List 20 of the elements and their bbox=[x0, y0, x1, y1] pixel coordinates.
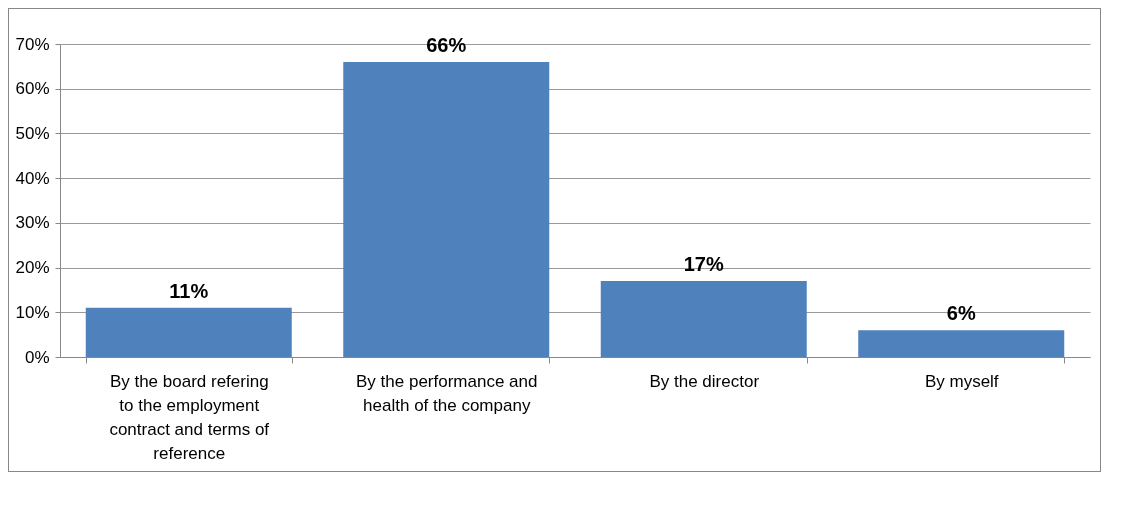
data-label: 66% bbox=[426, 33, 467, 56]
data-label: 6% bbox=[946, 302, 976, 325]
x-tick-label: By myself bbox=[924, 371, 999, 391]
x-tick-label: By the performance and health of the company bbox=[356, 371, 538, 415]
bar bbox=[600, 280, 807, 357]
bar bbox=[858, 330, 1065, 357]
y-tick-label: 30% bbox=[15, 213, 50, 233]
y-tick-label: 10% bbox=[15, 302, 50, 322]
y-tick-label: 50% bbox=[15, 123, 50, 143]
y-tick-label: 40% bbox=[15, 168, 50, 188]
y-tick-label: 20% bbox=[15, 258, 50, 278]
data-label: 11% bbox=[169, 279, 209, 302]
y-tick-label: 70% bbox=[15, 34, 50, 54]
x-tick-label: By the director bbox=[649, 371, 760, 391]
y-tick-label: 60% bbox=[15, 79, 50, 99]
bar bbox=[343, 61, 550, 357]
bar bbox=[85, 307, 292, 357]
x-tick-label: By the board refering to the employment contract and terms of reference bbox=[109, 371, 270, 463]
y-tick-label: 0% bbox=[24, 347, 50, 367]
data-label: 17% bbox=[683, 252, 724, 275]
